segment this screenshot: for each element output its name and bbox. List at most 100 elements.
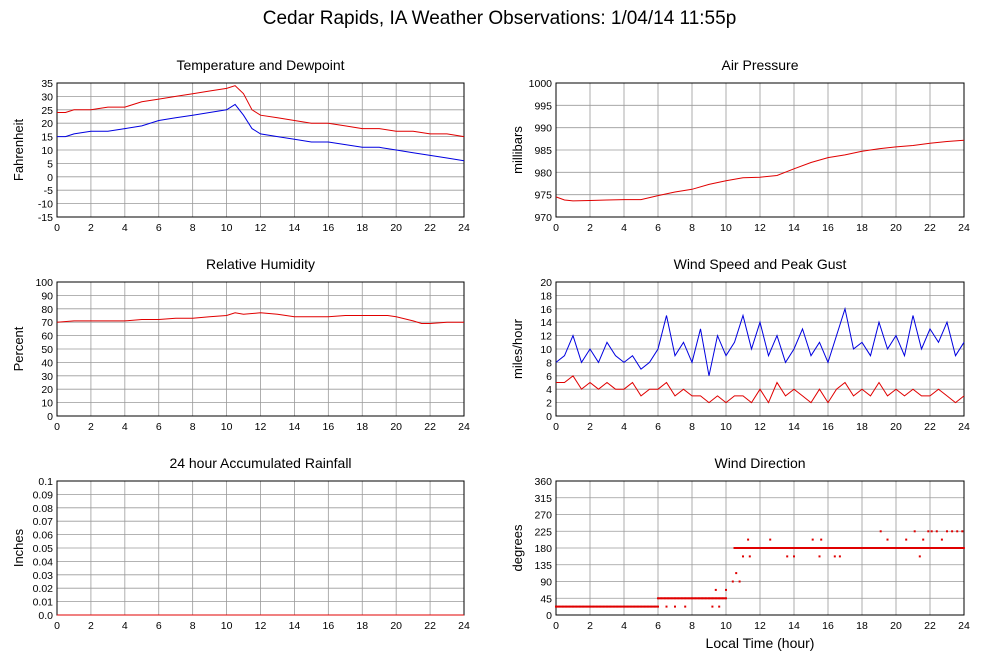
wind_direction-point (804, 547, 807, 549)
wind_direction-point (887, 547, 890, 549)
wind_direction-point (931, 547, 934, 549)
wind_direction-point (802, 547, 805, 549)
wind_direction-point (606, 605, 608, 608)
wind_direction-point (652, 605, 655, 608)
wind_direction-point (897, 547, 900, 549)
temperature-xtick: 0 (54, 222, 60, 234)
wind_direction-point (610, 605, 613, 608)
temperature-ytick: 0 (47, 172, 53, 184)
wind_speed-xtick: 24 (958, 421, 970, 433)
wind_direction-point (859, 547, 862, 549)
wind_direction-point (715, 597, 718, 600)
wind_direction-point (922, 538, 925, 541)
humidity-xtick: 18 (356, 421, 368, 433)
wind_direction-point (933, 547, 936, 549)
page-title: Cedar Rapids, IA Weather Observations: 1… (262, 8, 737, 29)
wind_direction-point (696, 597, 699, 600)
humidity-series-0-line (56, 312, 464, 324)
wind_direction-ytick: 360 (534, 476, 552, 488)
wind_direction-point (718, 605, 721, 608)
wind_direction-point (747, 538, 750, 541)
humidity-xtick: 2 (88, 421, 94, 433)
wind_speed-xtick: 14 (788, 421, 800, 433)
humidity-xtick: 12 (255, 421, 267, 433)
rainfall-xtick: 6 (156, 620, 162, 632)
pressure-xtick: 6 (655, 222, 661, 234)
wind_direction-point (712, 597, 715, 600)
wind_direction-point (817, 547, 819, 549)
wind_direction-point (760, 547, 763, 549)
wind_direction-point (709, 597, 712, 600)
wind_direction-point (770, 547, 773, 549)
wind_direction-point (778, 547, 781, 549)
wind_speed-series-1-line (556, 375, 965, 404)
wind_direction-ytick: 180 (534, 543, 552, 555)
wind_direction-point (669, 597, 672, 600)
wind_direction-point (747, 547, 750, 549)
wind_direction-point (879, 530, 882, 533)
wind_direction-point (661, 597, 664, 600)
wind_direction-point (674, 605, 676, 608)
rainfall-ytick: 0.0 (38, 610, 53, 622)
humidity-xtick: 4 (122, 421, 128, 433)
wind_direction-point (746, 547, 749, 549)
rainfall-xtick: 16 (322, 620, 334, 632)
wind_direction-point (876, 547, 879, 549)
wind_direction-point (587, 605, 590, 608)
wind_direction-point (825, 547, 828, 549)
wind_direction-point (829, 547, 832, 549)
wind_direction-point (849, 547, 852, 549)
wind_direction-point (828, 547, 831, 549)
wind_direction-point (647, 605, 649, 608)
wind_direction-point (890, 547, 893, 549)
wind_direction-point (748, 555, 751, 558)
wind_direction-ylabel: degrees (510, 524, 525, 571)
pressure-ytick: 970 (534, 212, 552, 224)
wind_direction-point (725, 597, 727, 600)
wind_direction-point (927, 547, 930, 549)
wind_direction-point (586, 605, 589, 608)
wind_direction-point (641, 605, 644, 608)
wind_direction-point (737, 547, 740, 549)
humidity-ytick: 60 (41, 331, 53, 343)
wind_direction-point (668, 597, 671, 600)
wind_direction-point (839, 547, 842, 549)
wind_direction-point (664, 597, 667, 600)
wind_direction-point (863, 547, 866, 549)
wind_direction-xtick: 10 (720, 620, 732, 632)
wind_direction-point (753, 547, 756, 549)
wind_direction-point (870, 547, 873, 549)
wind_direction-point (818, 555, 821, 558)
wind_direction-point (848, 547, 851, 549)
wind_direction-point (570, 605, 573, 608)
wind_direction-point (783, 547, 786, 549)
wind_direction-point (833, 555, 836, 558)
pressure-xtick: 8 (689, 222, 695, 234)
wind_direction-point (868, 547, 870, 549)
wind_speed-xtick: 8 (689, 421, 695, 433)
wind_direction-point (638, 605, 641, 608)
humidity-xtick: 0 (54, 421, 60, 433)
wind_direction-point (954, 547, 957, 549)
wind_direction-point (808, 547, 811, 549)
wind_direction-point (576, 605, 579, 608)
wind_speed-series-0-line (555, 306, 965, 376)
wind_direction-point (740, 547, 743, 549)
temperature-xtick: 4 (122, 222, 128, 234)
wind_direction-point (926, 547, 929, 549)
temperature-ytick: 25 (41, 105, 53, 117)
wind_direction-point (597, 605, 600, 608)
wind_direction-point (722, 597, 725, 600)
wind_speed-ytick: 0 (546, 411, 552, 423)
wind_direction-point (703, 597, 706, 600)
humidity-xtick: 22 (424, 421, 436, 433)
wind_direction-point (657, 605, 659, 608)
wind_direction-point (640, 605, 642, 608)
wind_direction-point (827, 547, 829, 549)
wind_direction-point (815, 547, 818, 549)
wind_speed-ytick: 18 (540, 290, 552, 302)
wind_direction-point (832, 547, 835, 549)
wind_direction-point (928, 547, 931, 549)
wind_direction-point (698, 597, 701, 600)
wind_direction-point (649, 605, 652, 608)
